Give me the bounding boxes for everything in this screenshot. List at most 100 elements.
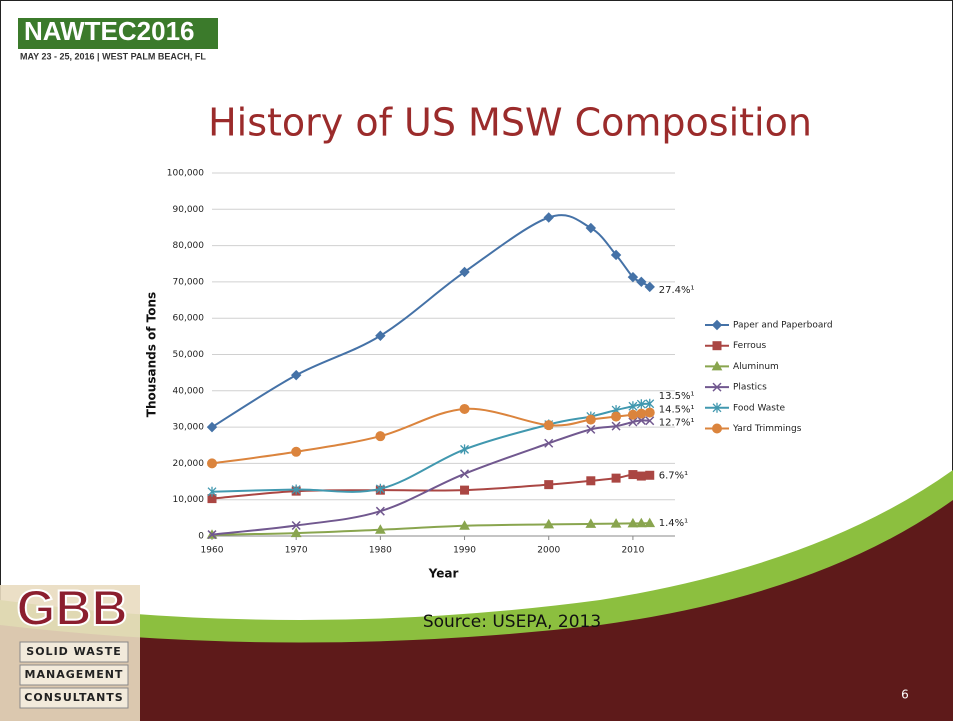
marker — [585, 518, 597, 528]
x-tick-label: 1960 — [201, 546, 224, 556]
gbb-logo: GBB — [16, 580, 127, 636]
x-tick-label: 1970 — [285, 546, 308, 556]
y-axis-title: Thousands of Tons — [145, 292, 159, 417]
marker — [644, 407, 655, 418]
y-tick-label: 70,000 — [173, 277, 205, 287]
marker — [375, 506, 385, 516]
maroon-band — [0, 500, 953, 721]
marker — [644, 517, 656, 528]
x-tick-label: 2000 — [537, 546, 560, 556]
marker — [375, 431, 386, 442]
x-tick-label: 1990 — [453, 546, 476, 556]
marker — [628, 401, 638, 412]
marker — [459, 266, 470, 278]
gbb-line: MANAGEMENT — [25, 668, 124, 681]
end-label: 12.7%¹ — [659, 418, 695, 429]
y-tick-label: 90,000 — [173, 205, 205, 215]
slide-title: History of US MSW Composition — [208, 101, 812, 145]
x-tick-label: 1980 — [369, 546, 392, 556]
marker — [291, 484, 301, 495]
marker — [611, 473, 621, 483]
marker — [544, 480, 554, 490]
nawtec-date: MAY 23 - 25, 2016 | WEST PALM BEACH, FL — [20, 51, 206, 61]
marker — [585, 414, 596, 425]
marker — [207, 530, 217, 540]
x-tick-label: 2010 — [621, 546, 644, 556]
gbb-line-box — [19, 664, 129, 686]
gbb-line-box — [19, 687, 129, 709]
legend-label: Paper and Paperboard — [733, 321, 833, 331]
marker — [460, 469, 470, 479]
end-label: 13.5%¹ — [659, 391, 695, 402]
marker — [291, 446, 302, 457]
marker — [207, 486, 217, 497]
marker — [375, 330, 386, 341]
source: Source: USEPA, 2013 — [423, 612, 601, 632]
marker — [610, 249, 622, 261]
end-label: 6.7%¹ — [659, 470, 688, 481]
marker — [291, 520, 301, 531]
marker — [644, 281, 655, 293]
gbb-line: SOLID WASTE — [26, 645, 121, 658]
legend-label: Plastics — [733, 383, 767, 393]
marker — [628, 417, 638, 427]
legend-marker — [712, 423, 722, 434]
end-label: 27.4%¹ — [659, 285, 695, 296]
marker — [635, 517, 647, 528]
gbb-line: CONSULTANTS — [24, 691, 123, 704]
legend-marker — [711, 360, 723, 371]
marker — [586, 476, 596, 486]
nawtec-logo-box — [18, 18, 218, 49]
marker — [586, 424, 596, 434]
nawtec-logo: NAWTEC2016 — [24, 16, 195, 46]
y-tick-label: 30,000 — [173, 423, 205, 433]
marker — [636, 399, 646, 410]
y-tick-label: 10,000 — [173, 495, 205, 505]
gbb-line-box — [19, 641, 129, 663]
gbb-lines: SOLID WASTE MANAGEMENT CONSULTANTS — [19, 641, 129, 709]
y-tick-label: 80,000 — [173, 241, 205, 251]
y-tick-label: 0 — [198, 532, 204, 542]
marker — [585, 222, 597, 234]
legend-label: Aluminum — [733, 362, 779, 372]
marker — [645, 470, 655, 480]
marker — [611, 421, 621, 431]
legend-marker — [712, 382, 722, 392]
legend-marker — [712, 402, 722, 413]
marker — [207, 458, 217, 469]
marker — [636, 408, 647, 419]
marker — [636, 276, 647, 288]
marker — [459, 403, 470, 414]
marker — [459, 520, 470, 530]
y-tick-label: 50,000 — [173, 350, 205, 360]
y-tick-label: 40,000 — [173, 386, 205, 396]
y-tick-label: 20,000 — [173, 459, 205, 469]
marker — [290, 527, 302, 538]
marker — [645, 398, 655, 409]
marker — [544, 438, 554, 448]
marker — [627, 517, 639, 528]
marker — [627, 271, 639, 283]
page-number: 6 — [901, 688, 909, 702]
marker — [627, 409, 638, 420]
legend-marker — [711, 319, 723, 331]
y-tick-label: 100,000 — [167, 169, 204, 179]
legend-marker — [712, 341, 722, 351]
marker — [636, 471, 646, 481]
marker — [610, 518, 622, 528]
end-label: 14.5%¹ — [659, 405, 695, 416]
end-label: 1.4%¹ — [659, 518, 688, 529]
marker — [290, 369, 302, 381]
marker — [611, 411, 622, 422]
marker — [460, 485, 470, 495]
marker — [543, 212, 554, 223]
y-tick-label: 60,000 — [173, 314, 205, 324]
legend-label: Food Waste — [733, 403, 785, 413]
marker — [375, 524, 386, 534]
marker — [206, 421, 218, 433]
marker — [543, 518, 555, 529]
marker — [645, 416, 655, 426]
chart: 0 10,000 20,000 30,000 40,000 50,000 60,000 70,… — [145, 169, 833, 581]
